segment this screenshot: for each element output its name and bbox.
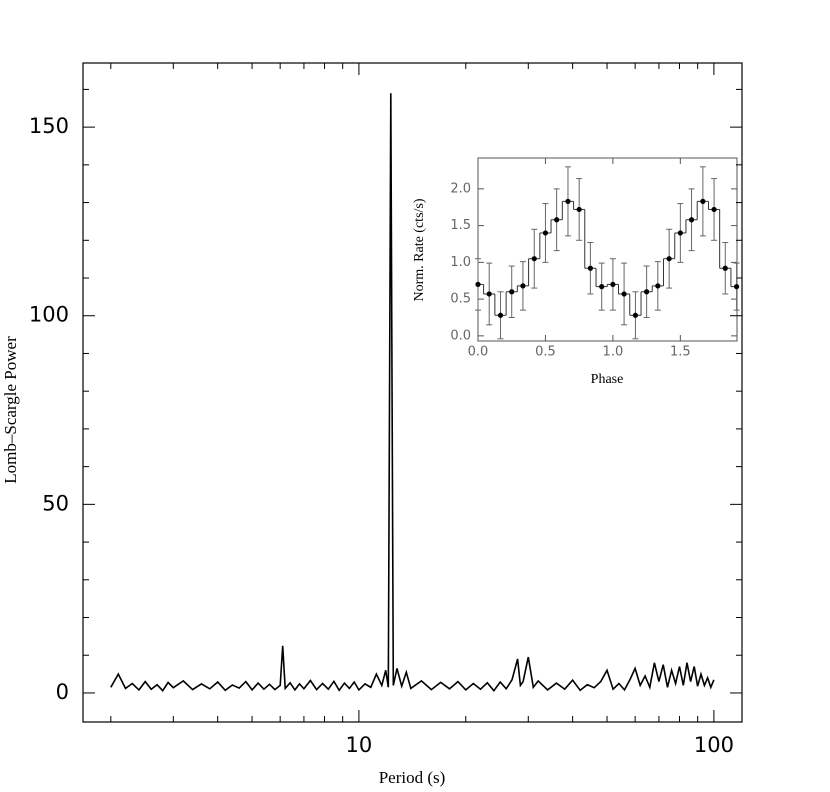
- point: [509, 289, 515, 295]
- y-tick-label: 1.5: [450, 218, 471, 233]
- point: [576, 206, 582, 213]
- y-tick-label: 1.0: [450, 255, 471, 270]
- point: [666, 256, 672, 262]
- x-tick-label: 1.0: [603, 345, 624, 360]
- y-axis-title: Lomb–Scargle Power: [1, 336, 20, 484]
- y-tick-label: 0.0: [450, 328, 471, 343]
- point: [733, 284, 740, 290]
- point: [497, 312, 504, 318]
- inset-y-axis-title: Norm. Rate (cts/s): [412, 198, 427, 301]
- inset-x-axis-title: Phase: [591, 372, 624, 387]
- point: [520, 283, 526, 289]
- y-tick-label: 100: [29, 303, 69, 327]
- point: [475, 281, 481, 288]
- main-frame: [82, 62, 743, 723]
- point: [677, 230, 683, 236]
- point: [486, 291, 492, 297]
- point: [700, 198, 706, 204]
- point: [722, 265, 728, 271]
- point: [711, 206, 717, 213]
- point: [621, 291, 627, 297]
- x-tick-label: 10: [346, 733, 373, 757]
- inset-frame: [477, 157, 738, 342]
- point: [587, 265, 593, 271]
- point: [565, 198, 571, 204]
- y-tick-label: 2.0: [450, 181, 471, 196]
- point: [688, 217, 695, 223]
- y-tick-label: 150: [29, 114, 69, 138]
- y-tick-label: 0: [56, 680, 69, 704]
- x-axis-title: Period (s): [379, 768, 446, 787]
- x-tick-label: 100: [694, 733, 734, 757]
- y-tick-label: 50: [42, 491, 69, 515]
- point: [632, 312, 639, 318]
- power-line: [110, 93, 715, 693]
- x-tick-label: 0.0: [468, 345, 489, 360]
- point: [599, 284, 605, 290]
- point: [554, 217, 560, 223]
- x-tick-label: 1.5: [670, 345, 691, 360]
- point: [655, 283, 661, 289]
- point: [644, 289, 650, 295]
- y-tick-label: 0.5: [450, 292, 471, 307]
- point: [610, 281, 616, 288]
- point: [531, 256, 537, 262]
- point: [542, 230, 549, 236]
- x-tick-label: 0.5: [535, 345, 556, 360]
